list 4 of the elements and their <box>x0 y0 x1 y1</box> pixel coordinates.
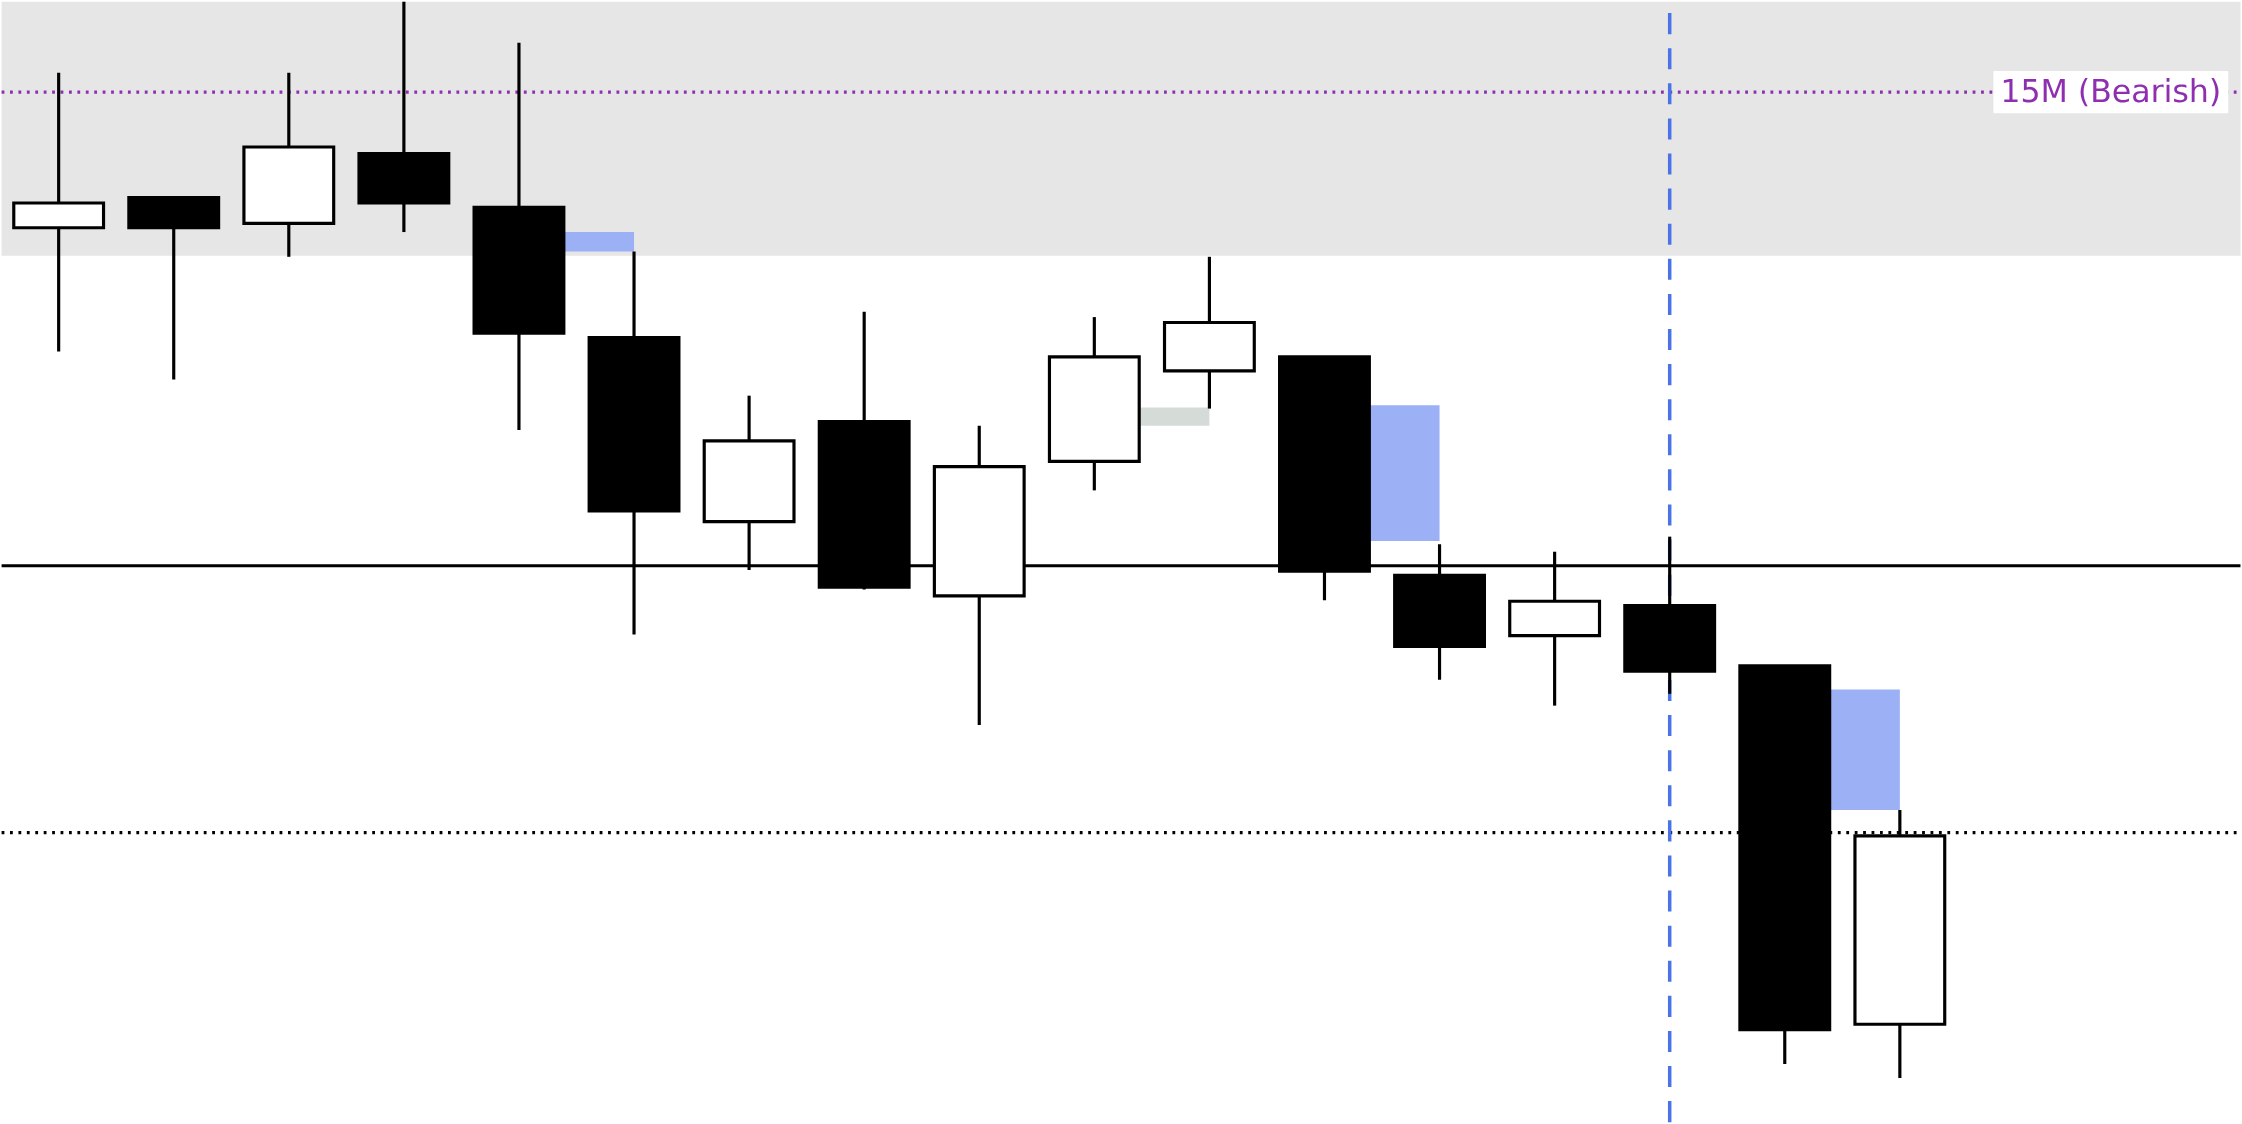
bar <box>564 232 635 252</box>
ref-line-label: 15M (Bearish) <box>2003 78 2219 107</box>
bar <box>1140 407 1210 426</box>
candlestick <box>12 71 106 352</box>
